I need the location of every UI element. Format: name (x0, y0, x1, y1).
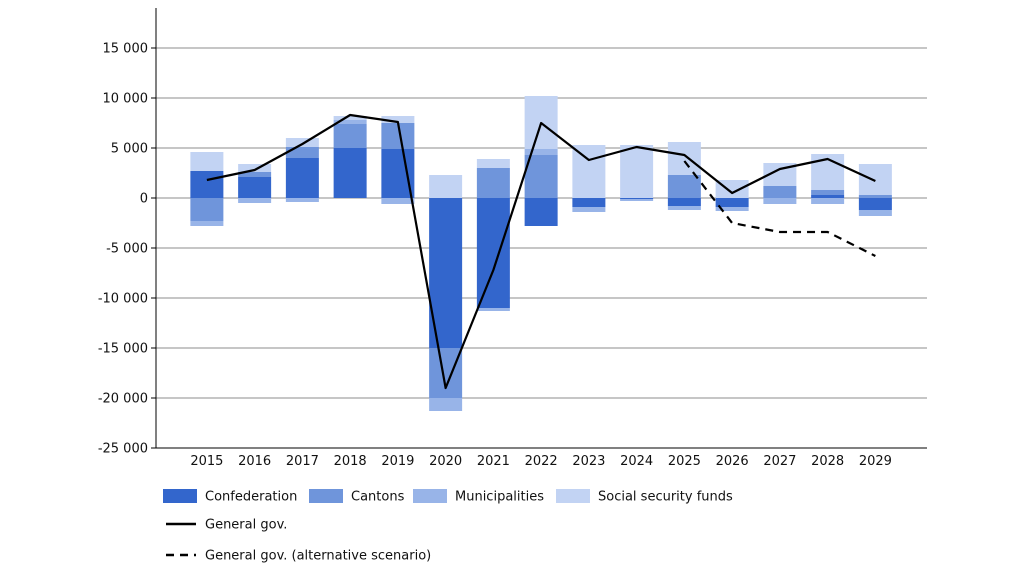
bar-social-security-funds-2023 (572, 145, 606, 198)
bar-confederation-2021 (476, 198, 510, 308)
x-tick-label: 2020 (429, 454, 462, 469)
line-general-gov-alternative (683, 160, 876, 257)
bar-social-security-funds-2020 (429, 175, 463, 198)
bar-cantons-2021 (476, 168, 510, 198)
legend-label: General gov. (205, 518, 287, 533)
legend-swatch (556, 489, 590, 503)
bar-municipalities-2018 (333, 120, 367, 124)
bar-cantons-2020 (429, 348, 463, 398)
y-tick-label: -25 000 (98, 442, 148, 457)
bar-confederation-2019 (381, 149, 415, 198)
legend-label: Municipalities (455, 490, 544, 505)
legend-label: Social security funds (598, 490, 733, 505)
bar-confederation-2029 (858, 198, 892, 210)
bar-municipalities-2022 (524, 149, 558, 155)
y-tick-label: 5 000 (111, 142, 148, 157)
bar-municipalities-2027 (763, 198, 797, 204)
x-tick-label: 2028 (811, 454, 844, 469)
y-tick-label: 10 000 (103, 92, 149, 107)
x-axis-ticks: 2015 2016 2017 2018 2019 2020 2021 2022 2023 2024… (190, 454, 892, 469)
x-tick-label: 2022 (525, 454, 558, 469)
bar-confederation-2022 (524, 198, 558, 226)
bar-social-security-funds-2021 (476, 159, 510, 168)
x-tick-label: 2025 (668, 454, 701, 469)
bar-municipalities-2023 (572, 207, 606, 212)
legend-label: Cantons (351, 490, 405, 505)
bar-confederation-2023 (572, 198, 606, 207)
bars (190, 96, 892, 411)
legend: Confederation Cantons Municipalities Social… (163, 489, 733, 564)
x-tick-label: 2019 (381, 454, 414, 469)
bar-social-security-funds-2016 (238, 164, 272, 172)
bar-municipalities-2017 (285, 198, 319, 202)
legend-label: Confederation (205, 490, 297, 505)
y-tick-label: -20 000 (98, 392, 148, 407)
bar-social-security-funds-2018 (333, 116, 367, 120)
bar-cantons-2016 (238, 172, 272, 177)
bar-cantons-2028 (811, 190, 845, 195)
lines (206, 113, 876, 390)
y-tick-label: -10 000 (98, 292, 148, 307)
x-tick-label: 2026 (716, 454, 749, 469)
bar-municipalities-2025 (667, 206, 701, 210)
bar-cantons-2018 (333, 124, 367, 148)
bar-social-security-funds-2015 (190, 152, 224, 171)
bar-municipalities-2026 (715, 207, 749, 211)
bar-social-security-funds-2025 (667, 142, 701, 175)
bar-municipalities-2015 (190, 221, 224, 226)
bar-cantons-2022 (524, 155, 558, 198)
legend-label: General gov. (alternative scenario) (205, 549, 431, 564)
x-tick-label: 2021 (477, 454, 510, 469)
bar-confederation-2015 (190, 171, 224, 198)
bar-cantons-2027 (763, 186, 797, 198)
x-tick-label: 2018 (334, 454, 367, 469)
bar-confederation-2016 (238, 177, 272, 198)
bar-municipalities-2024 (620, 199, 654, 201)
bar-municipalities-2016 (238, 198, 272, 203)
legend-swatch (413, 489, 447, 503)
axes (155, 8, 927, 449)
x-tick-label: 2023 (572, 454, 605, 469)
bar-cantons-2015 (190, 198, 224, 221)
y-axis-ticks: 15 000 10 000 5 000 0 -5 000 -10 000 -15 000 -2… (98, 42, 156, 457)
bar-social-security-funds-2029 (858, 164, 892, 195)
bar-social-security-funds-2026 (715, 180, 749, 198)
bar-confederation-2026 (715, 198, 749, 207)
bar-social-security-funds-2017 (285, 138, 319, 147)
bar-municipalities-2029 (858, 210, 892, 216)
bar-confederation-2018 (333, 148, 367, 198)
bar-social-security-funds-2027 (763, 163, 797, 186)
legend-swatch (309, 489, 343, 503)
x-tick-label: 2027 (763, 454, 796, 469)
bar-municipalities-2021 (476, 308, 510, 311)
bar-confederation-2028 (811, 195, 845, 198)
y-tick-label: 0 (140, 192, 148, 207)
bar-confederation-2025 (667, 198, 701, 206)
x-tick-label: 2024 (620, 454, 653, 469)
y-tick-label: -5 000 (106, 242, 148, 257)
bar-cantons-2029 (858, 195, 892, 198)
x-tick-label: 2015 (190, 454, 223, 469)
legend-swatch (163, 489, 197, 503)
line-general-gov (206, 113, 876, 390)
x-tick-label: 2029 (859, 454, 892, 469)
y-tick-label: 15 000 (103, 42, 149, 57)
bar-cantons-2025 (667, 175, 701, 198)
x-tick-label: 2017 (286, 454, 319, 469)
bar-cantons-2017 (285, 147, 319, 158)
x-tick-label: 2016 (238, 454, 271, 469)
bar-confederation-2017 (285, 158, 319, 198)
bar-municipalities-2020 (429, 398, 463, 411)
y-tick-label: -15 000 (98, 342, 148, 357)
bar-municipalities-2019 (381, 198, 415, 204)
bar-social-security-funds-2019 (381, 116, 415, 123)
bar-municipalities-2028 (811, 198, 845, 204)
bar-confederation-2024 (620, 198, 654, 199)
bar-social-security-funds-2024 (620, 145, 654, 198)
